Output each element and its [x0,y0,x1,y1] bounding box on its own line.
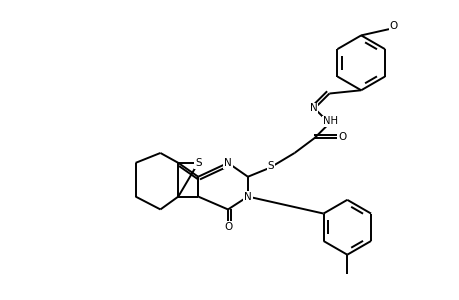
Text: S: S [267,160,274,170]
Text: S: S [195,158,201,168]
Text: O: O [338,132,346,142]
Text: NH: NH [322,116,337,126]
Text: N: N [243,192,251,202]
Text: N: N [224,158,231,168]
Text: N: N [309,103,317,113]
Text: O: O [224,222,232,232]
Text: O: O [389,21,397,32]
